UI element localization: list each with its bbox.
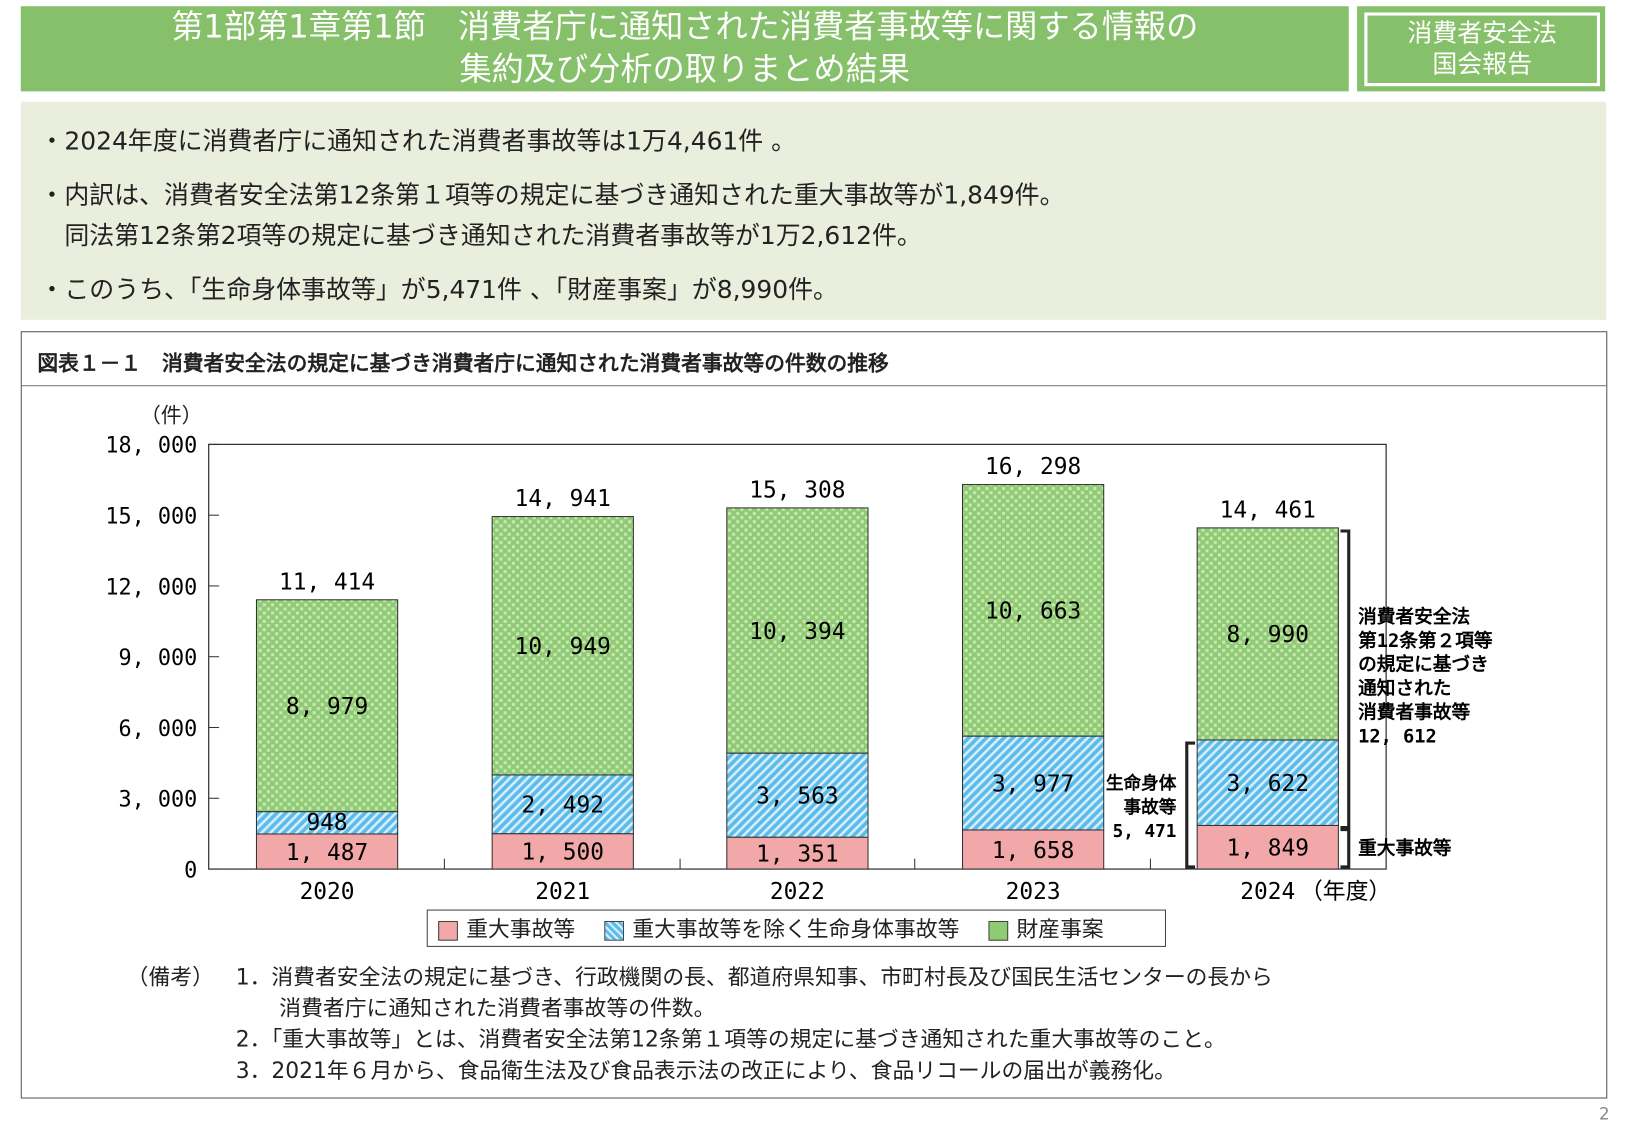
annotation-line: 第12条第２項等 [1358,630,1493,652]
bar-segment-property [255,599,399,813]
y-axis-unit: （件） [140,404,202,428]
section-header: 第1部第1章第1節 消費者庁に通知された消費者事故等に関する情報の 集約及び分析… [20,6,1349,92]
badge-line1: 消費者安全法 [1407,18,1557,48]
y-tick-label: 18, 000 [105,434,197,459]
segment-label: 3, 622 [1227,771,1309,797]
segment-label: 948 [306,810,347,836]
y-tick-label: 15, 000 [105,504,197,529]
segment-label: 8, 990 [1227,622,1309,648]
x-tick-label: 2024 [1240,879,1295,905]
segment-label: 1, 351 [756,841,838,867]
note-item: 消費者庁に通知された消費者事故等の件数。 [235,995,716,1021]
bar-segment-life-body [1196,739,1339,826]
note-item: 3．2021年６月から、食品衛生法及び食品表示法の改正により、食品リコールの届出… [235,1058,1176,1083]
annotation-line: 消費者事故等 [1358,702,1470,724]
bar-segment-life-body [961,735,1105,831]
segment-label: 1, 658 [992,838,1074,864]
summary-bullet: ・内訳は、消費者安全法第12条第１項等の規定に基づき通知された重大事故等が1,8… [39,180,1065,210]
annotation-serious: 重大事故等 [1358,838,1452,860]
x-tick-label: 2023 [1006,879,1061,905]
badge-line2: 国会報告 [1432,49,1533,79]
x-tick-label: 2022 [770,879,825,905]
total-label: 11, 414 [279,569,375,595]
y-tick-label: 6, 000 [119,717,198,742]
brace-article12-2 [1340,529,1351,830]
segment-label: 10, 394 [749,619,845,645]
y-tick-label: 12, 000 [105,575,197,600]
segment-label: 3, 563 [756,783,838,809]
summary-box: ・2024年度に消費者庁に通知された消費者事故等は1万4,461件 。 ・内訳は… [20,101,1607,320]
summary-bullet: ・2024年度に消費者庁に通知された消費者事故等は1万4,461件 。 [39,126,797,156]
bar-segment-property [961,484,1105,737]
segment-label: 10, 949 [515,634,611,660]
legend-swatch [438,920,458,941]
summary-bullet: ・このうち、「生命身体事故等」が5,471件 、「財産事案」が8,990件。 [39,275,838,305]
summary-bullet: 同法第12条第2項等の規定に基づき通知された消費者事故等が1万2,612件。 [39,221,922,251]
brace-serious [1340,828,1351,869]
figure-box: 図表１－１ 消費者安全法の規定に基づき消費者庁に通知された消費者事故等の件数の推… [20,331,1608,1099]
report-badge: 消費者安全法 国会報告 [1357,6,1606,92]
bar-segment-property [491,516,634,776]
legend-label: 重大事故等を除く生命身体事故等 [632,916,960,942]
stacked-bar-chart: 0 3, 000 6, 000 9, 000 12, 000 15, 000 18, 000… [105,404,1493,906]
legend-swatch [604,920,625,941]
y-tick-label: 0 [184,858,197,883]
bar-segment-serious [726,836,869,870]
annotation-line: 通知された [1358,678,1451,700]
brace-life-body [1185,741,1196,869]
chart-legend: 重大事故等 重大事故等を除く生命身体事故等 財産事案 [426,909,1167,947]
segment-label: 10, 663 [985,599,1081,625]
annotation-life-body: 生命身体事故等 5, 471 [1106,772,1177,842]
annotation-line: 5, 471 [1113,822,1177,842]
total-label: 16, 298 [985,454,1081,480]
x-tick-label: 2020 [300,879,355,905]
total-label: 15, 308 [749,478,845,504]
annotation-line: 生命身体 [1106,772,1177,794]
segment-label: 1, 849 [1227,836,1309,862]
annotation-line: 12, 612 [1358,726,1437,747]
bar-segment-property [726,507,869,754]
bar-segment-serious [961,829,1105,870]
bar-segment-property [1196,527,1339,741]
annotation-line: の規定に基づき [1358,654,1489,676]
segment-label: 1, 487 [286,840,368,866]
segment-label: 3, 977 [992,771,1074,797]
bar-segment-serious [491,833,634,870]
page-number: 2 [1598,1103,1610,1124]
y-tick-label: 9, 000 [119,646,198,671]
figure-title: 図表１－１ 消費者安全法の規定に基づき消費者庁に通知された消費者事故等の件数の推… [21,332,1607,387]
legend-item-life-body: 重大事故等を除く生命身体事故等 [604,913,959,944]
x-tick-label: 2021 [535,879,590,905]
header-title-line2: 集約及び分析の取りまとめ結果 [459,50,911,89]
x-axis-unit: （年度） [1300,879,1391,905]
y-tick-label: 3, 000 [119,788,198,813]
notes-label: （備考） [126,964,214,990]
segment-label: 2, 492 [522,793,604,819]
total-label: 14, 941 [515,486,611,512]
segment-label: 8, 979 [286,694,368,720]
legend-item-property: 財産事案 [988,913,1104,944]
bar-segment-serious [255,833,399,870]
annotation-line: 事故等 [1123,796,1176,818]
legend-label: 財産事案 [1016,916,1104,942]
note-item: 1．消費者安全法の規定に基づき、行政機関の長、都道府県知事、市町村長及び国民生活… [235,964,1273,990]
legend-label: 重大事故等 [466,916,576,942]
legend-swatch [988,920,1009,941]
legend-item-serious: 重大事故等 [438,913,575,944]
annotation-line: 消費者安全法 [1358,606,1470,628]
bar-segment-life-body [726,752,869,838]
note-item: 2．「重大事故等」とは、消費者安全法第12条第１項等の規定に基づき通知された重大… [235,1026,1226,1052]
segment-label: 1, 500 [522,840,604,866]
bar-segment-serious [1196,824,1339,870]
total-label: 14, 461 [1220,498,1316,524]
header-title-line1: 第1部第1章第1節 消費者庁に通知された消費者事故等に関する情報の [171,8,1199,46]
